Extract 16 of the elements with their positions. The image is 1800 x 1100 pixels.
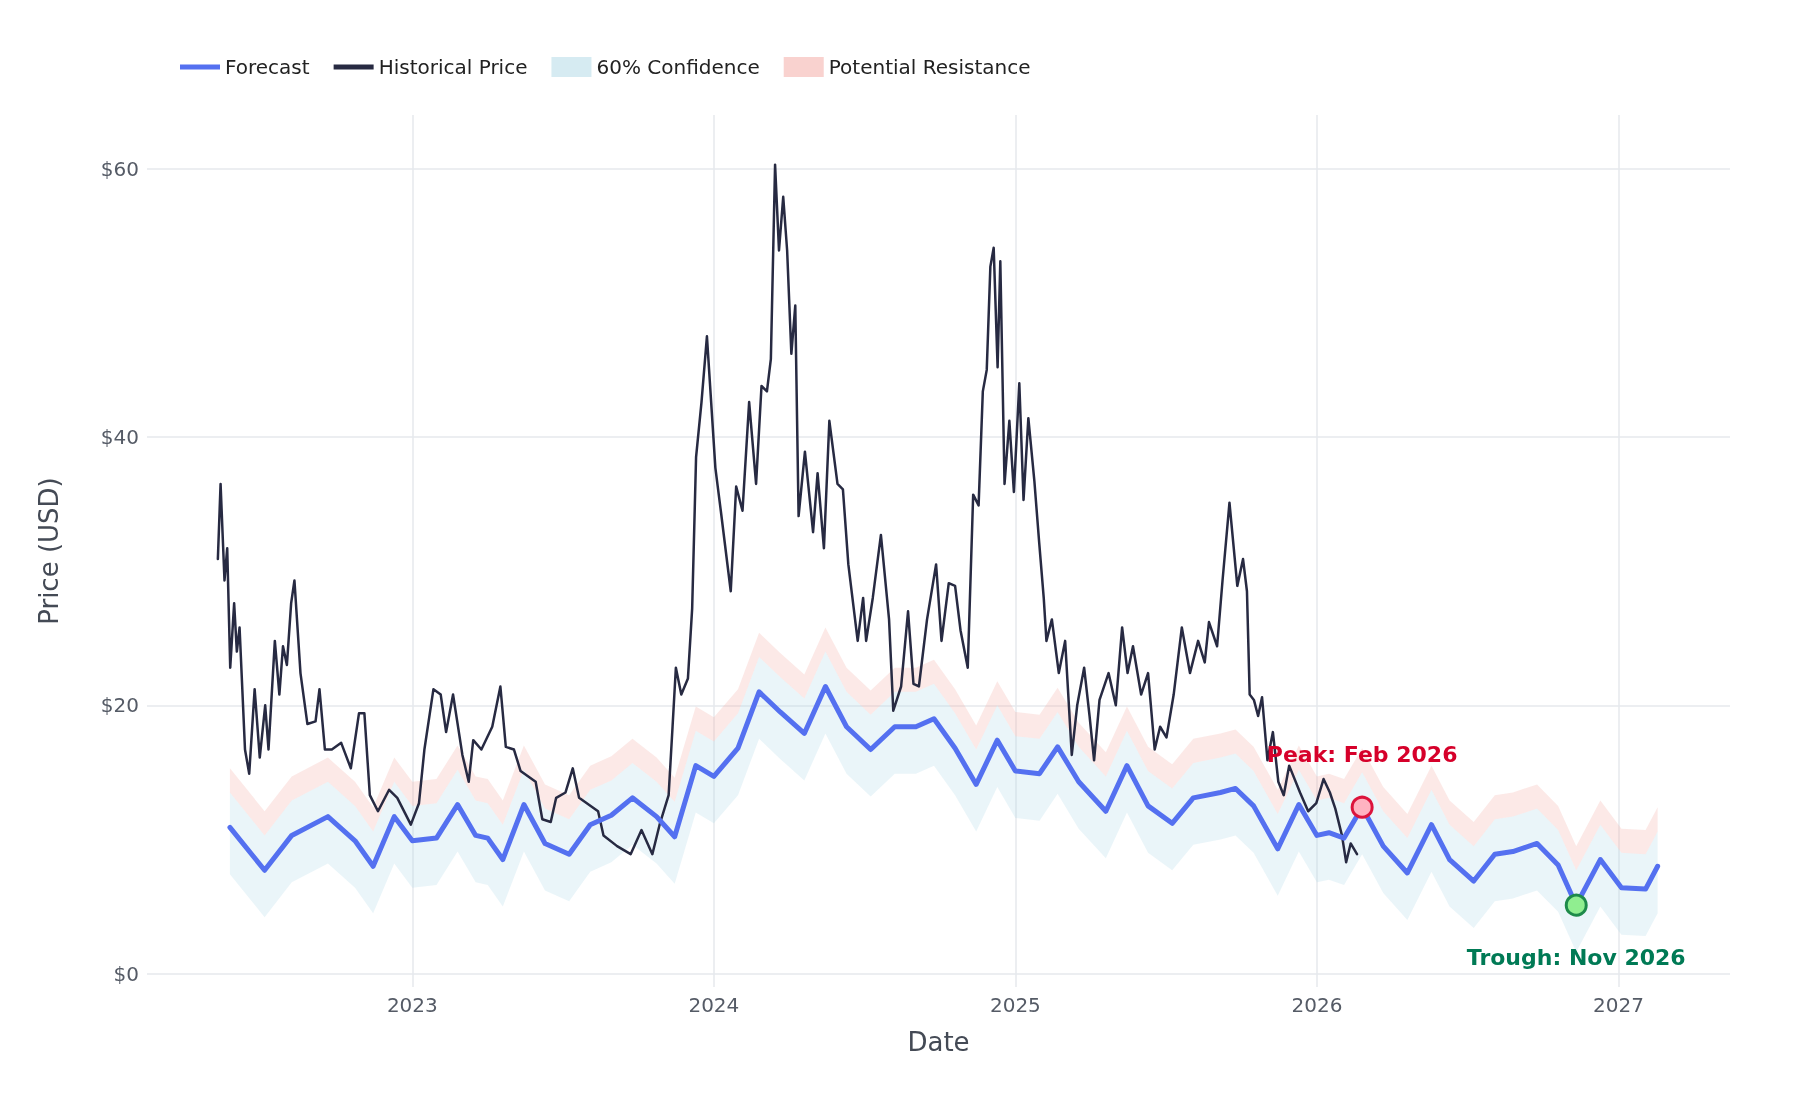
annotation: Trough: Nov 2026 — [1466, 945, 1686, 971]
x-tick-label: 2027 — [1592, 993, 1644, 1017]
y-tick-label: $20 — [100, 693, 139, 718]
legend-label: Potential Resistance — [828, 55, 1031, 79]
legend-label: 60% Confidence — [596, 55, 760, 79]
x-tick-label: 2026 — [1291, 993, 1343, 1017]
y-tick-label: $60 — [100, 156, 139, 181]
x-tick-label: 2025 — [989, 993, 1041, 1017]
y-tick-label: $0 — [113, 961, 139, 986]
legend-label: Forecast — [225, 55, 310, 79]
y-axis-title: Price (USD) — [34, 477, 64, 625]
x-tick-label: 2024 — [688, 993, 740, 1017]
y-tick-label: $40 — [100, 424, 139, 449]
x-axis-title: Date — [907, 1027, 970, 1057]
legend-label: Historical Price — [378, 55, 528, 79]
x-tick-label: 2023 — [386, 993, 438, 1017]
